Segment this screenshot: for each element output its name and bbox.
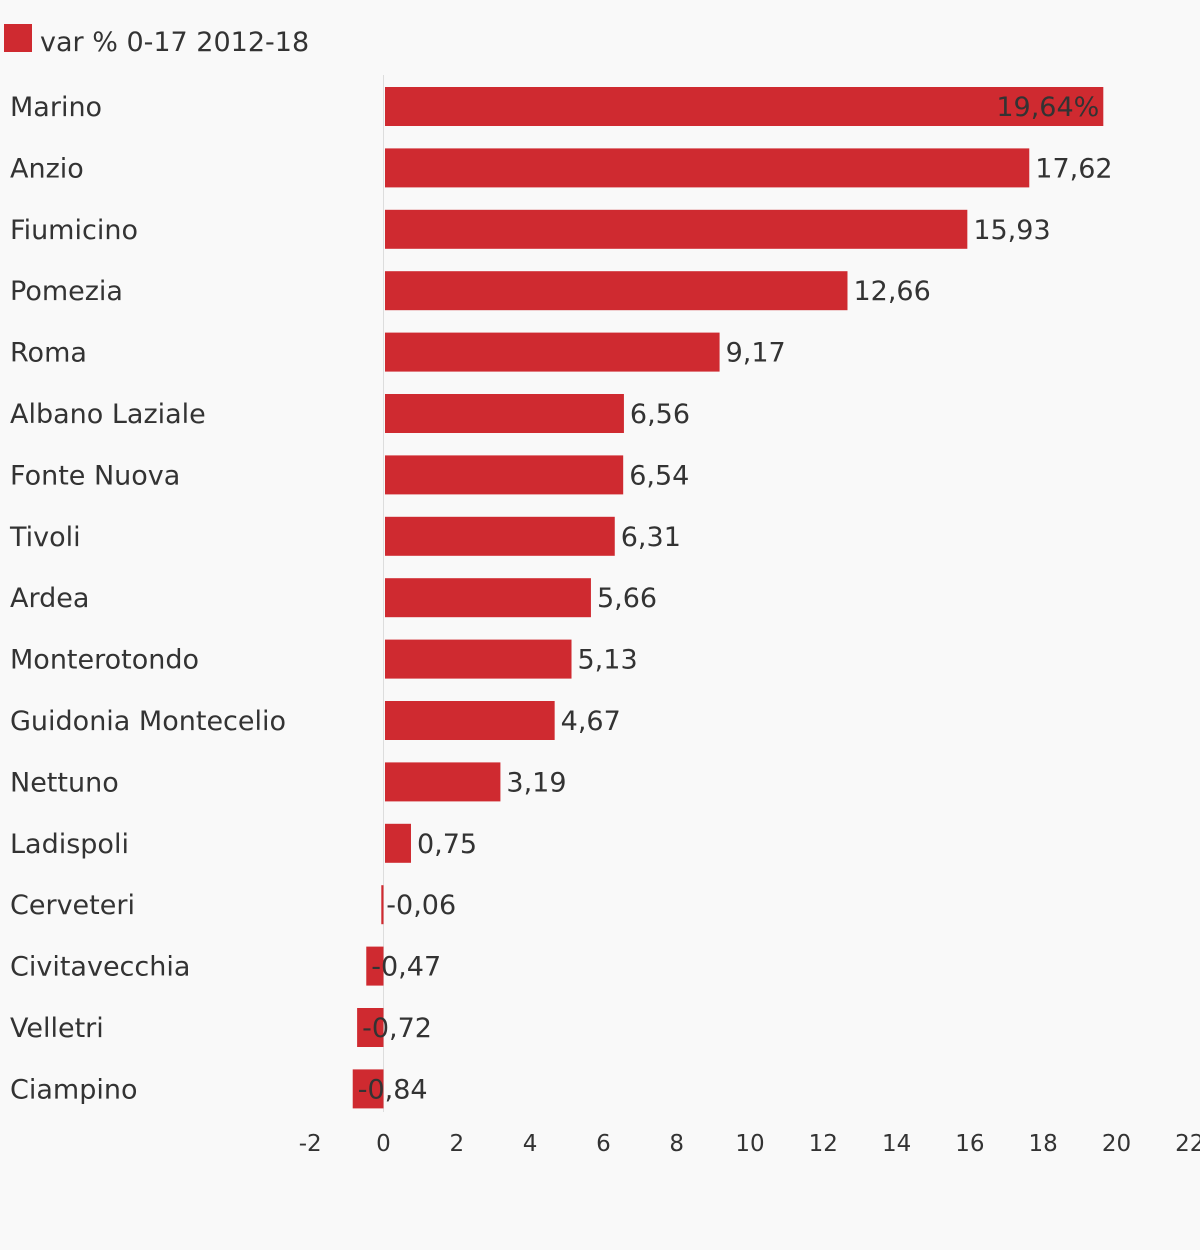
bar xyxy=(385,762,501,802)
value-label: 19,64% xyxy=(996,92,1099,123)
x-tick-label: 22 xyxy=(1175,1131,1200,1157)
category-label: Fiumicino xyxy=(10,215,138,246)
legend-swatch xyxy=(4,24,32,52)
x-tick-label: 14 xyxy=(882,1131,911,1157)
category-label: Albano Laziale xyxy=(10,399,206,430)
bar xyxy=(366,946,384,986)
bar xyxy=(385,516,615,556)
bar xyxy=(385,578,591,618)
category-label: Civitavecchia xyxy=(10,952,190,983)
value-label: 6,56 xyxy=(630,399,690,430)
bar xyxy=(385,701,555,740)
value-label: -0,84 xyxy=(358,1074,428,1105)
value-labels: 19,64% 17,62 15,93 12,66 9,17 6,56 6,54 6,31 5,6… xyxy=(358,92,1113,1105)
bar xyxy=(385,209,968,249)
x-tick-label: 12 xyxy=(809,1131,838,1157)
category-label: Fonte Nuova xyxy=(10,460,180,491)
category-label: Nettuno xyxy=(10,767,119,798)
value-label: 0,75 xyxy=(417,829,477,860)
x-tick-label: 0 xyxy=(376,1131,391,1157)
bar xyxy=(385,271,848,311)
category-label: Guidonia Montecelio xyxy=(10,706,286,737)
category-label: Pomezia xyxy=(10,276,123,307)
bar xyxy=(385,148,1030,188)
value-label: 3,19 xyxy=(506,767,566,798)
category-label: Monterotondo xyxy=(10,645,199,676)
bar xyxy=(385,87,1104,126)
value-label: 17,62 xyxy=(1035,153,1112,184)
category-label: Tivoli xyxy=(9,522,81,553)
bars xyxy=(352,87,1104,1109)
category-label: Ciampino xyxy=(10,1074,137,1105)
legend-label: var % 0-17 2012-18 xyxy=(40,27,309,58)
value-label: 5,13 xyxy=(578,645,638,676)
bar xyxy=(385,394,624,433)
value-label: 6,54 xyxy=(629,460,689,491)
category-labels: Marino Anzio Fiumicino Pomezia Roma Albano La… xyxy=(9,92,286,1105)
bar xyxy=(385,823,411,863)
value-label: 5,66 xyxy=(597,583,657,614)
category-label: Cerveteri xyxy=(10,890,135,921)
bar xyxy=(352,1069,384,1109)
category-label: Marino xyxy=(10,92,102,123)
value-label: 9,17 xyxy=(726,338,786,369)
x-tick-label: 8 xyxy=(669,1131,684,1157)
category-label: Velletri xyxy=(10,1013,104,1044)
x-tick-label: 18 xyxy=(1029,1131,1058,1157)
value-label: 6,31 xyxy=(621,522,681,553)
value-label: -0,06 xyxy=(386,890,456,921)
x-tick-label: 10 xyxy=(735,1131,764,1157)
x-tick-label: 2 xyxy=(449,1131,464,1157)
value-label: -0,72 xyxy=(362,1013,432,1044)
legend: var % 0-17 2012-18 xyxy=(4,24,309,58)
x-axis-ticks: -2 0 2 4 6 8 10 12 14 16 18 20 22 xyxy=(299,1131,1200,1157)
x-tick-label: 16 xyxy=(955,1131,984,1157)
category-label: Ladispoli xyxy=(10,829,129,860)
x-tick-label: 6 xyxy=(596,1131,611,1157)
bar xyxy=(385,639,572,679)
category-label: Ardea xyxy=(10,583,89,614)
value-label: 15,93 xyxy=(973,215,1050,246)
x-tick-label: -2 xyxy=(299,1131,322,1157)
category-label: Roma xyxy=(10,338,87,369)
value-label: -0,47 xyxy=(371,952,441,983)
bar xyxy=(385,455,624,495)
bar xyxy=(381,885,384,925)
category-label: Anzio xyxy=(10,153,84,184)
value-label: 4,67 xyxy=(561,706,621,737)
value-label: 12,66 xyxy=(853,276,930,307)
x-tick-label: 20 xyxy=(1102,1131,1131,1157)
bar xyxy=(357,1008,384,1047)
x-tick-label: 4 xyxy=(523,1131,538,1157)
bar xyxy=(385,332,720,372)
